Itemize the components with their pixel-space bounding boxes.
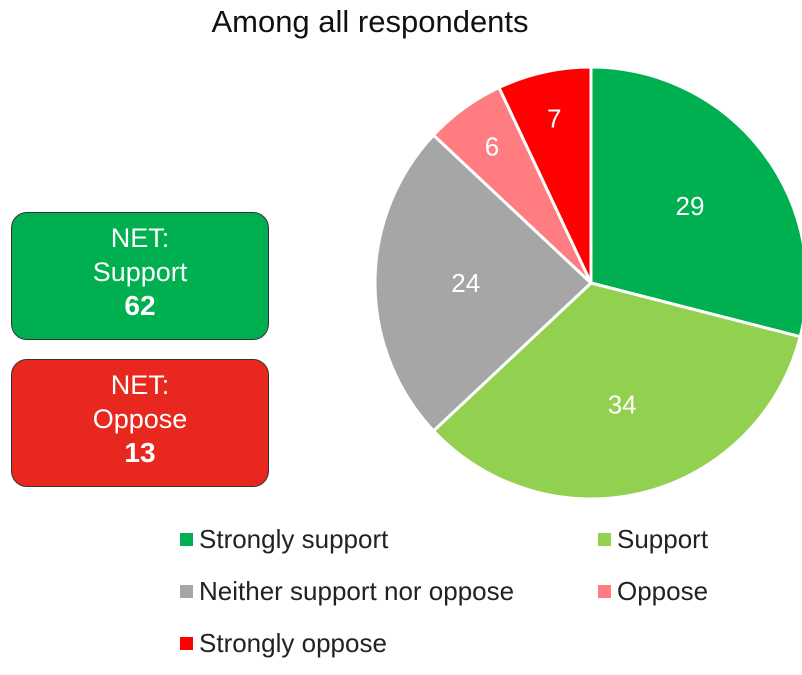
net-support-value: 62 [124,290,156,321]
legend-swatch [180,637,193,650]
legend-label: Oppose [617,576,709,606]
legend-swatch [598,585,611,598]
legend-label: Strongly support [199,524,389,554]
legend-label: Support [617,524,709,554]
net-oppose-label-1: NET: [110,370,170,400]
legend-swatch [180,585,193,598]
pie-slice-support [431,281,802,501]
net-support-label-1: NET: [110,223,170,253]
net-oppose-box: NET: Oppose 13 [11,359,269,487]
legend-label: Neither support nor oppose [199,576,515,606]
pie-label-oppose: 6 [485,132,499,162]
chart-title: Among all respondents [211,4,529,39]
pie-slice-neither-support-nor-oppose [373,133,594,433]
legend-item-support: Support [598,524,708,555]
net-oppose-value: 13 [124,437,156,468]
legend-item-strongly-support: Strongly support [180,524,388,555]
pie-label-neither-support-nor-oppose: 24 [451,268,480,298]
pie-slice-strongly-oppose [497,65,593,284]
legend-swatch [598,533,611,546]
legend-item-oppose: Oppose [598,576,708,607]
net-support-label-2: Support [92,257,188,287]
legend-item-neither-support-nor-oppose: Neither support nor oppose [180,576,514,607]
legend-label: Strongly oppose [199,628,387,658]
pie-label-support: 34 [608,389,637,419]
pie-slice-strongly-support [589,65,802,339]
net-oppose-label-2: Oppose [92,404,188,434]
legend-item-strongly-oppose: Strongly oppose [180,628,387,659]
net-support-box: NET: Support 62 [11,212,269,340]
pie-label-strongly-oppose: 7 [547,104,561,134]
pie-label-strongly-support: 29 [676,191,705,221]
legend-swatch [180,533,193,546]
